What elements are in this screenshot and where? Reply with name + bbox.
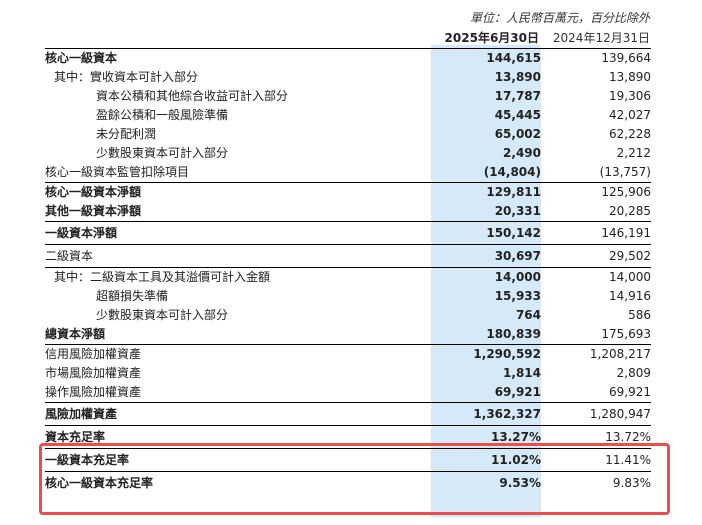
ratio-highlight-box	[39, 443, 670, 515]
table-row: 核心一級資本充足率 9.53% 9.83%	[45, 471, 651, 494]
value-previous: 62,228	[609, 127, 651, 141]
table-row: 未分配利潤 65,002 62,228	[45, 125, 651, 144]
value-previous: 125,906	[601, 185, 651, 199]
table-row: 一級資本充足率 11.02% 11.41%	[45, 448, 651, 471]
value-previous: 19,306	[609, 89, 651, 103]
row-label: 信用風險加權資產	[45, 347, 142, 361]
table-row: 其他一級資本淨額 20,331 20,285	[45, 202, 651, 221]
value-previous: 69,921	[609, 385, 651, 399]
table-row: 盈餘公積和一般風險準備 45,445 42,027	[45, 106, 651, 125]
row-label: 其中：實收資本可計入部分	[54, 70, 199, 84]
row-label: 資本充足率	[45, 430, 106, 444]
current-period-highlight	[431, 45, 541, 517]
value-previous: 2,212	[616, 146, 651, 160]
value-previous: 14,916	[609, 289, 651, 303]
table-row: 風險加權資產 1,362,327 1,280,947	[45, 402, 651, 425]
value-current: 764	[515, 308, 541, 322]
value-current: 150,142	[486, 226, 541, 240]
value-previous: 14,000	[609, 270, 651, 284]
value-previous: 11.41%	[605, 453, 651, 467]
row-label: 二級資本	[45, 249, 94, 263]
table-row: 操作風險加權資產 69,921 69,921	[45, 383, 651, 402]
table-row: 一級資本淨額 150,142 146,191	[45, 221, 651, 244]
row-label: 少數股東資本可計入部分	[96, 308, 229, 322]
value-current: 144,615	[486, 51, 541, 65]
value-previous: 139,664	[601, 51, 651, 65]
table-row: 核心一級資本監管扣除項目 (14,804) (13,757)	[45, 163, 651, 182]
row-label: 總資本淨額	[45, 327, 106, 341]
value-current: 1,290,592	[473, 347, 541, 361]
value-previous: 2,809	[616, 366, 651, 380]
row-label: 市場風險加權資產	[45, 366, 142, 380]
value-current: 15,933	[494, 289, 541, 303]
row-label: 核心一級資本充足率	[45, 476, 154, 490]
value-previous: 13.72%	[605, 430, 651, 444]
table-row: 市場風險加權資產 1,814 2,809	[45, 364, 651, 383]
value-current: 9.53%	[499, 476, 541, 490]
value-current: 69,921	[494, 385, 541, 399]
table-row: 總資本淨額 180,839 175,693	[45, 325, 651, 344]
row-label: 風險加權資產	[45, 407, 118, 421]
table-row: 核心一級資本淨額 129,811 125,906	[45, 182, 651, 202]
value-current: 180,839	[486, 327, 541, 341]
table-row: 核心一級資本 144,615 139,664	[45, 48, 651, 68]
row-label: 少數股東資本可計入部分	[96, 146, 229, 160]
value-current: 129,811	[486, 185, 541, 199]
value-previous: 29,502	[609, 249, 651, 263]
value-current: 14,000	[494, 270, 541, 284]
row-label: 未分配利潤	[96, 127, 157, 141]
table-row: 超額損失準備 15,933 14,916	[45, 287, 651, 306]
value-previous: 42,027	[609, 108, 651, 122]
value-previous: 1,208,217	[589, 347, 651, 361]
value-previous: 13,890	[609, 70, 651, 84]
value-previous: 9.83%	[612, 476, 651, 490]
row-label: 核心一級資本	[45, 51, 118, 65]
value-previous: 1,280,947	[589, 407, 651, 421]
value-current: 30,697	[494, 249, 541, 263]
row-label: 盈餘公積和一般風險準備	[96, 108, 229, 122]
value-current: 45,445	[494, 108, 541, 122]
table-row: 資本充足率 13.27% 13.72%	[45, 425, 651, 448]
column-header-current: 2025年6月30日	[444, 31, 539, 45]
row-label: 一級資本淨額	[45, 226, 118, 240]
row-label: 超額損失準備	[96, 289, 169, 303]
table-row: 信用風險加權資產 1,290,592 1,208,217	[45, 344, 651, 364]
table-row: 少數股東資本可計入部分 2,490 2,212	[45, 144, 651, 163]
row-label: 核心一級資本監管扣除項目	[45, 165, 190, 179]
column-header-previous: 2024年12月31日	[552, 31, 650, 45]
value-current: (14,804)	[483, 165, 541, 179]
table-row: 資本公積和其他綜合收益可計入部分 17,787 19,306	[45, 87, 651, 106]
row-label: 核心一級資本淨額	[45, 185, 142, 199]
value-current: 1,814	[503, 366, 541, 380]
row-label: 其他一級資本淨額	[45, 204, 142, 218]
value-current: 1,362,327	[473, 407, 541, 421]
table-row: 少數股東資本可計入部分 764 586	[45, 306, 651, 325]
capital-adequacy-table: 核心一級資本 144,615 139,664 其中：實收資本可計入部分 13,890 13…	[45, 48, 651, 494]
value-current: 13.27%	[491, 430, 541, 444]
table-row: 二級資本 30,697 29,502	[45, 244, 651, 267]
table-row: 其中：二級資本工具及其溢價可計入金額 14,000 14,000	[45, 267, 651, 287]
row-label: 其中：二級資本工具及其溢價可計入金額	[54, 270, 271, 284]
value-current: 13,890	[494, 70, 541, 84]
table-row: 其中：實收資本可計入部分 13,890 13,890	[45, 68, 651, 87]
value-previous: 586	[628, 308, 651, 322]
value-previous: (13,757)	[599, 165, 651, 179]
value-previous: 175,693	[601, 327, 651, 341]
value-previous: 20,285	[609, 204, 651, 218]
row-label: 一級資本充足率	[45, 453, 130, 467]
value-current: 11.02%	[491, 453, 541, 467]
value-previous: 146,191	[601, 226, 651, 240]
value-current: 20,331	[494, 204, 541, 218]
value-current: 65,002	[494, 127, 541, 141]
unit-note: 單位：人民幣百萬元，百分比除外	[469, 11, 650, 25]
value-current: 17,787	[494, 89, 541, 103]
row-label: 操作風險加權資產	[45, 385, 142, 399]
value-current: 2,490	[503, 146, 541, 160]
row-label: 資本公積和其他綜合收益可計入部分	[96, 89, 289, 103]
